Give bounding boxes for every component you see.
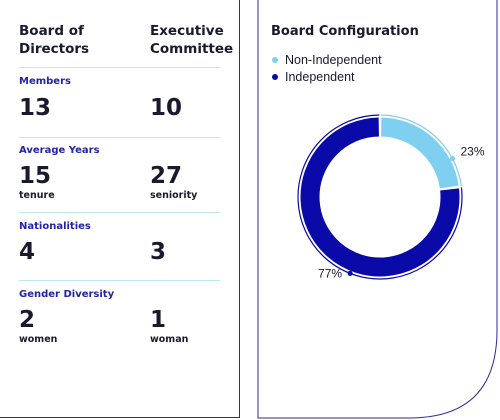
exec-seniority-value: 27	[150, 163, 183, 189]
exec-seniority-unit: seniority	[150, 190, 198, 201]
legend-swatch-non-independent	[272, 57, 278, 63]
exec-women-value: 1	[150, 307, 167, 333]
exec-nationalities-value: 3	[150, 239, 167, 265]
outer-arc-non-independent	[380, 114, 462, 187]
board-of-directors-header: Board of Directors	[19, 23, 90, 57]
exec-members-value: 10	[150, 95, 183, 121]
exec-women-unit: woman	[150, 334, 189, 345]
legend-item-independent: Independent	[272, 70, 355, 84]
members-label: Members	[19, 76, 71, 87]
board-women-unit: women	[19, 334, 58, 345]
nationalities-label: Nationalities	[19, 221, 91, 232]
board-tenure-value: 15	[19, 163, 52, 189]
divider	[19, 137, 220, 138]
board-members-value: 13	[19, 95, 52, 121]
chart-title: Board Configuration	[271, 24, 419, 39]
legend-swatch-independent	[272, 74, 278, 80]
divider	[19, 280, 220, 281]
legend-item-non-independent: Non-Independent	[272, 53, 382, 67]
average-years-label: Average Years	[19, 145, 100, 156]
data-label-independent: 77%	[318, 266, 342, 280]
board-tenure-unit: tenure	[19, 190, 55, 201]
donut-slice-independent	[300, 117, 460, 277]
legend-label: Independent	[285, 70, 355, 84]
board-women-value: 2	[19, 307, 36, 333]
legend-label: Non-Independent	[285, 53, 382, 67]
label-marker-dot	[449, 156, 456, 162]
board-nationalities-value: 4	[19, 239, 36, 265]
donut-chart: 23% 77%	[297, 114, 485, 280]
board-stats-panel	[0, 0, 240, 418]
label-marker-dot	[347, 270, 353, 276]
data-label-non-independent: 23%	[460, 145, 484, 159]
outer-arc-independent	[297, 114, 463, 280]
gender-diversity-label: Gender Diversity	[19, 289, 115, 300]
donut-slice-non-independent	[380, 117, 459, 189]
executive-committee-header: Executive Committee	[150, 23, 234, 57]
divider	[19, 67, 220, 68]
divider	[19, 212, 220, 213]
